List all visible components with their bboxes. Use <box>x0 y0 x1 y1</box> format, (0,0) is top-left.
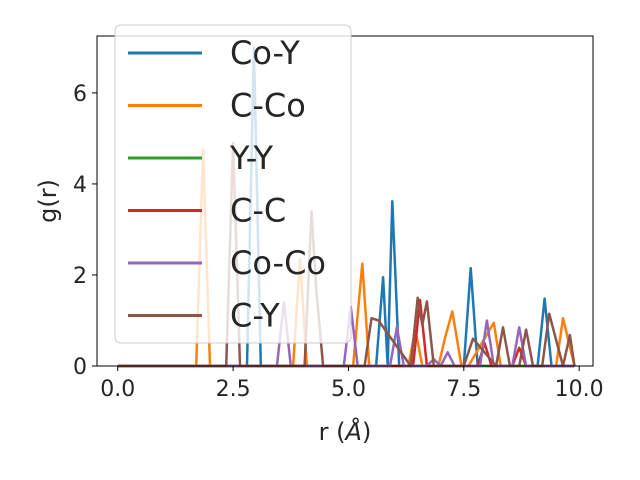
legend-box <box>114 24 352 344</box>
legend-label: C-Co <box>230 87 306 125</box>
legend-label: Co-Co <box>230 244 326 282</box>
x-axis-ticks: 0.0 2.5 5.0 7.5 10.0 <box>100 366 604 402</box>
y-axis-ticks: 0 2 4 6 <box>73 82 97 380</box>
y-tick-label: 4 <box>73 173 87 198</box>
legend-label: C-C <box>230 192 286 230</box>
y-tick-label: 0 <box>73 355 87 380</box>
legend-label: Y-Y <box>229 139 274 177</box>
legend-label: Co-Y <box>230 34 300 72</box>
y-tick-label: 2 <box>73 264 87 289</box>
legend: Co-Y C-Co Y-Y C-C Co-Co C-Y <box>114 24 352 344</box>
x-tick-label: 5.0 <box>331 377 366 402</box>
y-axis-label: g(r) <box>34 179 62 223</box>
y-tick-label: 6 <box>73 82 87 107</box>
x-tick-label: 0.0 <box>100 377 135 402</box>
x-axis-label: r (Å) <box>319 417 372 446</box>
x-tick-label: 7.5 <box>446 377 481 402</box>
x-tick-label: 10.0 <box>555 377 604 402</box>
x-tick-label: 2.5 <box>216 377 251 402</box>
legend-label: C-Y <box>230 297 280 335</box>
